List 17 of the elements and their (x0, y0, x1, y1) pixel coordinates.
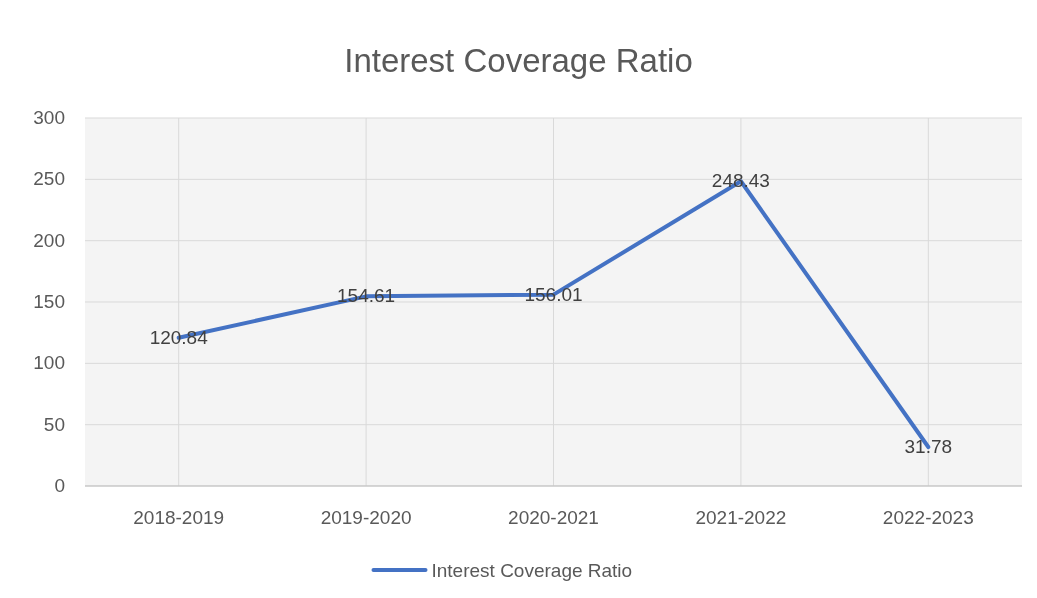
x-tick-label: 2020-2021 (508, 507, 599, 528)
x-tick-label: 2018-2019 (133, 507, 225, 528)
x-tick-label: 2022-2023 (882, 507, 974, 528)
y-tick-label: 0 (54, 475, 65, 496)
x-tick-label: 2019-2020 (320, 507, 412, 528)
x-tick-label: 2021-2022 (695, 507, 787, 528)
chart-title: Interest Coverage Ratio (344, 42, 693, 79)
y-tick-label: 100 (33, 352, 65, 374)
y-tick-label: 300 (33, 107, 65, 128)
y-tick-label: 50 (43, 413, 65, 435)
data-label: 31.78 (904, 436, 953, 458)
y-tick-label: 250 (33, 168, 65, 190)
legend-label: Interest Coverage Ratio (431, 560, 633, 581)
y-tick-label: 200 (33, 229, 65, 251)
data-label: 120.84 (149, 326, 209, 348)
y-tick-label: 150 (33, 291, 65, 312)
data-label: 248.43 (711, 170, 770, 192)
